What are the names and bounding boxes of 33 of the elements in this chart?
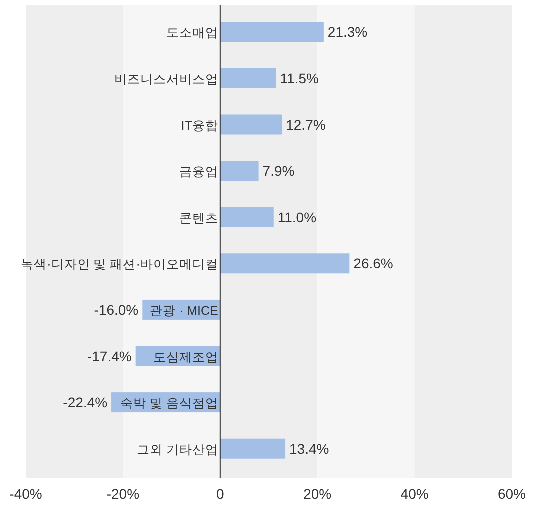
data-label: 11.0% [278, 209, 317, 226]
bar [220, 22, 324, 42]
y-tick-label: 비즈니스서비스업 [114, 72, 218, 86]
x-tick-label: 40% [400, 486, 429, 502]
y-tick-label: 도소매업 [166, 26, 218, 40]
data-label: -22.4% [63, 394, 108, 411]
bar [220, 68, 276, 88]
bar [220, 207, 274, 228]
data-label: 12.7% [286, 116, 326, 133]
bar [220, 254, 350, 274]
y-tick-label: 도심제조업 [153, 350, 218, 364]
y-tick-label: 콘텐츠 [179, 211, 218, 226]
x-tick-label: 0 [216, 486, 224, 502]
data-label: 21.3% [328, 24, 368, 40]
y-tick-label: 그외 기타산업 [136, 442, 218, 457]
x-tick-label: 20% [304, 486, 332, 502]
data-label: -16.0% [94, 302, 139, 318]
data-label: 13.4% [290, 440, 330, 457]
bar [220, 438, 286, 459]
y-tick-label: 숙박 및 음식점업 [120, 396, 218, 411]
data-label: -17.4% [87, 348, 132, 364]
data-label: 11.5% [280, 70, 319, 86]
data-label: 26.6% [354, 256, 394, 272]
y-tick-label: 녹색·디자인 및 패션·바이오메디컬 [21, 258, 218, 272]
y-tick-label: 금융업 [179, 165, 218, 180]
y-tick-label: 관광 · MICE [150, 304, 218, 318]
bar [220, 161, 259, 182]
bar [220, 114, 282, 135]
x-tick-label: 60% [498, 486, 526, 502]
x-tick-label: -40% [10, 486, 42, 502]
data-label: 7.9% [262, 163, 295, 180]
x-tick-label: -20% [106, 486, 140, 502]
y-tick-label: IT융합 [181, 118, 218, 133]
